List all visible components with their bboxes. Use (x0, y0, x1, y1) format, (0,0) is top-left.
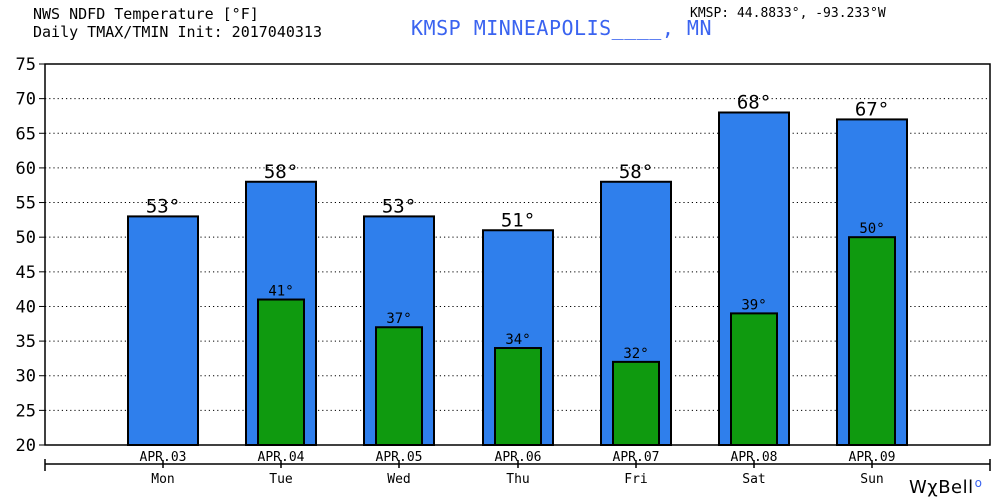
tmin-label-APR.04: 41° (268, 284, 293, 300)
tmax-label-APR.09: 67° (855, 98, 889, 120)
x-day-label-Thu: Thu (506, 472, 529, 487)
brand-mark: o (974, 476, 983, 490)
x-date-label-APR.09: APR.09 (849, 450, 896, 465)
plot-frame (44, 63, 991, 446)
tmin-bar-APR.06 (494, 347, 542, 447)
chart-title-line1: NWS NDFD Temperature [°F] (33, 5, 259, 23)
tmax-label-APR.06: 51° (501, 209, 535, 231)
station-coordinates: KMSP: 44.8833°, -93.233°W (690, 6, 886, 21)
y-tick-label-70: 70 (16, 90, 36, 110)
x-date-label-APR.04: APR.04 (258, 450, 305, 465)
y-tick-label-60: 60 (16, 159, 36, 179)
y-tick-label-35: 35 (16, 332, 36, 352)
y-tick-label-25: 25 (16, 401, 36, 421)
x-date-label-APR.03: APR.03 (140, 450, 187, 465)
y-tick-label-20: 20 (16, 436, 36, 456)
tmax-label-APR.08: 68° (737, 91, 771, 113)
x-day-label-Tue: Tue (269, 472, 293, 487)
brand-text: WχBell (909, 477, 974, 498)
wxbell-logo: WχBello (909, 476, 982, 498)
tmin-bar-APR.04 (257, 298, 305, 447)
x-day-label-Mon: Mon (151, 472, 174, 487)
x-day-label-Sun: Sun (860, 472, 883, 487)
tmax-bar-APR.03 (127, 215, 199, 446)
tmax-label-APR.03: 53° (146, 195, 180, 217)
x-date-label-APR.06: APR.06 (495, 450, 542, 465)
tmin-label-APR.07: 32° (623, 346, 648, 362)
y-tick-label-75: 75 (16, 55, 36, 75)
tmin-label-APR.08: 39° (741, 297, 766, 313)
chart-title-line2: Daily TMAX/TMIN Init: 2017040313 (33, 23, 322, 41)
x-day-label-Sat: Sat (742, 472, 765, 487)
tmin-bar-APR.07 (612, 360, 660, 447)
tmin-label-APR.05: 37° (386, 311, 411, 327)
x-date-label-APR.05: APR.05 (376, 450, 423, 465)
y-tick-label-65: 65 (16, 124, 36, 144)
y-tick-label-50: 50 (16, 228, 36, 248)
station-name: KMSP MINNEAPOLIS____, MN (411, 16, 712, 40)
x-date-label-APR.08: APR.08 (731, 450, 778, 465)
y-tick-label-55: 55 (16, 194, 36, 214)
tmin-label-APR.09: 50° (859, 221, 884, 237)
tmax-label-APR.04: 58° (264, 161, 298, 183)
tmin-bar-APR.08 (730, 312, 778, 446)
tmax-label-APR.05: 53° (382, 195, 416, 217)
x-day-label-Fri: Fri (624, 472, 647, 487)
y-tick-label-45: 45 (16, 263, 36, 283)
y-tick-label-30: 30 (16, 367, 36, 387)
tmin-bar-APR.05 (375, 326, 423, 446)
y-tick-label-40: 40 (16, 297, 36, 317)
tmin-bar-APR.09 (848, 236, 896, 446)
tmax-label-APR.07: 58° (619, 161, 653, 183)
x-date-label-APR.07: APR.07 (613, 450, 660, 465)
x-day-label-Wed: Wed (387, 472, 410, 487)
tmin-label-APR.06: 34° (505, 332, 530, 348)
